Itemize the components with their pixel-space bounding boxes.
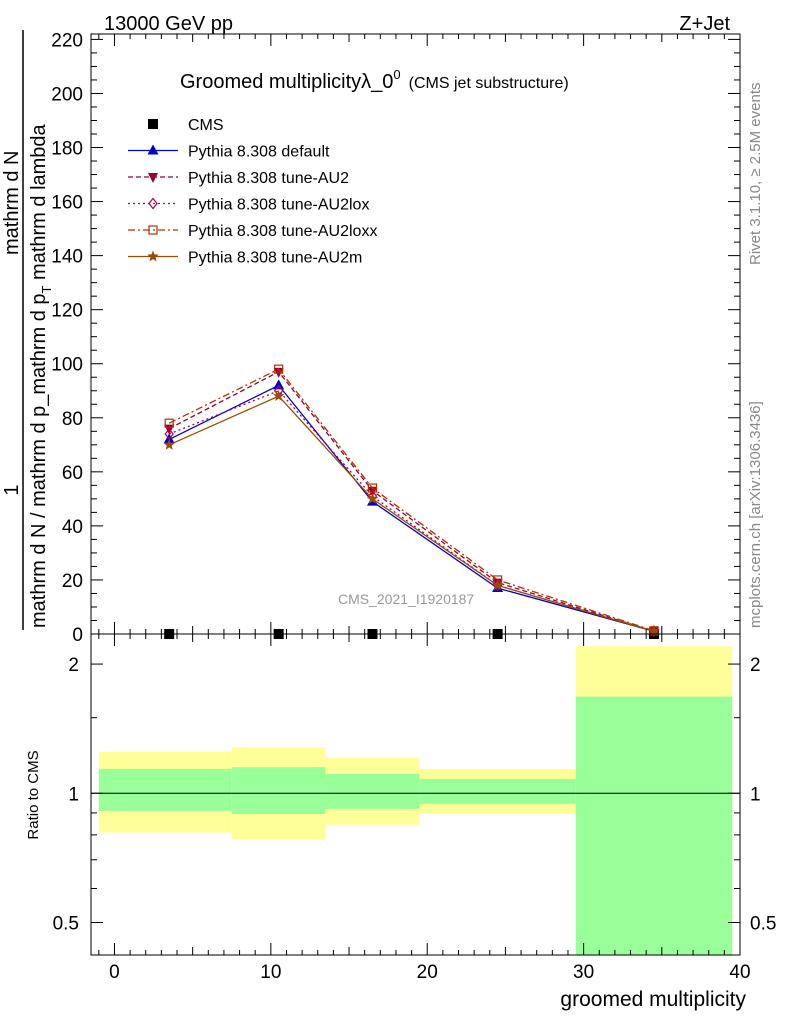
legend: CMS Pythia 8.308 default Pythia 8.308 tune… (128, 117, 377, 267)
main-ytick-label-9: 180 (51, 139, 83, 160)
point-au2loxx-0 (164, 418, 174, 428)
main-ytick-label-11: 220 (51, 30, 83, 51)
xtick-label-4: 40 (729, 962, 750, 983)
xtick-label-2: 20 (417, 962, 438, 983)
main-ytick-label-7: 140 (51, 247, 83, 268)
legend-marker-default (147, 144, 159, 155)
ratio-ytick-label-right-2: 2 (750, 655, 761, 676)
main-ytick-label-5: 100 (51, 355, 83, 376)
legend-marker-au2loxx (148, 225, 158, 235)
point-au2m-3 (491, 579, 504, 591)
legend-item-data: CMS (148, 117, 224, 134)
main-ytick-label-4: 80 (62, 409, 83, 430)
main-ytick-label-8: 160 (51, 193, 83, 214)
ratio-ytick-label-right-0: 0.5 (750, 913, 776, 934)
main-ytick-label-10: 200 (51, 84, 83, 105)
main-ylabel: 1 mathrm d N / mathrm d p_mathrm d pT ma… (1, 30, 54, 630)
point-au2m-0 (163, 438, 175, 450)
legend-item-au2: Pythia 8.308 tune-AU2 (128, 170, 349, 187)
plot-title-sub: (CMS jet substructure) (409, 75, 569, 92)
ylabel-denominator: mathrm d N / mathrm d p_mathrm d pT math… (28, 123, 54, 628)
ratio-band-inner-1 (231, 767, 326, 814)
legend-item-default: Pythia 8.308 default (128, 144, 330, 161)
point-default-1 (273, 379, 285, 390)
ratio-band-inner-4 (575, 696, 733, 955)
point-au2m-1 (273, 390, 285, 401)
ratio-band-inner-0 (98, 768, 232, 811)
legend-label-au2m: Pythia 8.308 tune-AU2m (188, 250, 362, 267)
legend-marker-au2m (147, 250, 159, 262)
main-ytick-label-6: 120 (51, 301, 83, 322)
plot-title-superscript: 0 (393, 67, 400, 82)
ratio-ytick-label-left-0: 0.5 (53, 913, 79, 934)
main-ytick-label-3: 60 (62, 463, 83, 484)
legend-item-au2m: Pythia 8.308 tune-AU2m (128, 250, 362, 267)
ratio-bands (91, 646, 740, 955)
ratio-frame (90, 633, 741, 956)
legend-item-au2loxx: Pythia 8.308 tune-AU2loxx (128, 223, 377, 240)
ratio-ytick-label-left-1: 1 (68, 784, 79, 805)
plot-title-main: Groomed multiplicityλ_0 (180, 71, 393, 93)
legend-label-au2: Pythia 8.308 tune-AU2 (188, 170, 349, 187)
legend-label-default: Pythia 8.308 default (188, 144, 330, 161)
legend-marker-au2 (148, 173, 158, 183)
header-left: 13000 GeV pp (104, 13, 233, 35)
point-au2m-2 (366, 492, 379, 504)
ratio-band-inner-3 (419, 778, 576, 804)
ratio-band-inner-2 (325, 773, 420, 809)
ylabel-numerator: 1 (1, 484, 23, 495)
analysis-watermark: CMS_2021_I1920187 (338, 591, 474, 607)
ratio-ytick-label-left-2: 2 (68, 655, 79, 676)
x-axis-label: groomed multiplicity (560, 988, 746, 1011)
legend-marker-au2lox (148, 197, 158, 210)
xtick-label-1: 10 (260, 962, 281, 983)
ratio-ytick-label-right-1: 1 (750, 784, 761, 805)
legend-label-data: CMS (188, 117, 224, 134)
ratio-ylabel: Ratio to CMS (25, 750, 42, 839)
series-au2m (163, 390, 660, 637)
point-au2m-4 (648, 625, 660, 637)
main-ytick-label-0: 0 (72, 625, 83, 646)
xtick-label-0: 0 (109, 962, 120, 983)
ylabel-den-line1: mathrm d N / mathrm d p_mathrm d p (28, 293, 50, 628)
plot-title: Groomed multiplicityλ_00 (CMS jet substru… (180, 67, 569, 93)
xtick-label-3: 30 (573, 962, 594, 983)
mcplots-label: mcplots.cern.ch [arXiv:1306.3436] (747, 401, 764, 628)
legend-label-au2lox: Pythia 8.308 tune-AU2lox (188, 197, 369, 214)
ylabel-den-line2: mathrm d lambda (28, 123, 50, 285)
ylabel-den-sub: T (39, 285, 54, 293)
ylabel-num-line: mathrm d N (1, 151, 23, 255)
legend-item-au2lox: Pythia 8.308 tune-AU2lox (128, 197, 369, 214)
series-au2loxx (164, 364, 659, 636)
point-au2loxx-2 (367, 483, 378, 493)
series-line-au2loxx (168, 368, 655, 632)
legend-marker-data (148, 119, 158, 129)
point-au2loxx-1 (274, 364, 284, 374)
legend-label-au2loxx: Pythia 8.308 tune-AU2loxx (188, 223, 377, 240)
header-right: Z+Jet (679, 13, 730, 35)
main-ytick-label-1: 20 (62, 571, 83, 592)
rivet-label: Rivet 3.1.10, ≥ 2.5M events (747, 83, 764, 266)
main-ytick-label-2: 40 (62, 517, 83, 538)
